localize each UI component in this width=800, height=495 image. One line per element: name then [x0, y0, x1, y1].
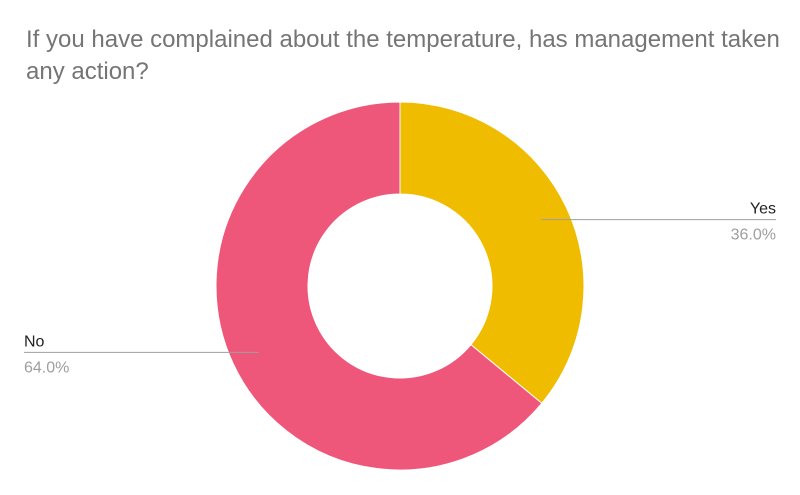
label-name-yes: Yes: [750, 201, 776, 218]
slices-group: [215, 101, 585, 471]
slice-no: [215, 101, 543, 471]
slice-yes: [399, 101, 585, 404]
labels-group: Yes 36.0% No 64.0%: [24, 201, 776, 376]
label-name-no: No: [24, 333, 45, 350]
label-value-yes: 36.0%: [731, 227, 776, 244]
label-value-no: 64.0%: [24, 359, 69, 376]
chart-title: If you have complained about the tempera…: [26, 26, 780, 85]
